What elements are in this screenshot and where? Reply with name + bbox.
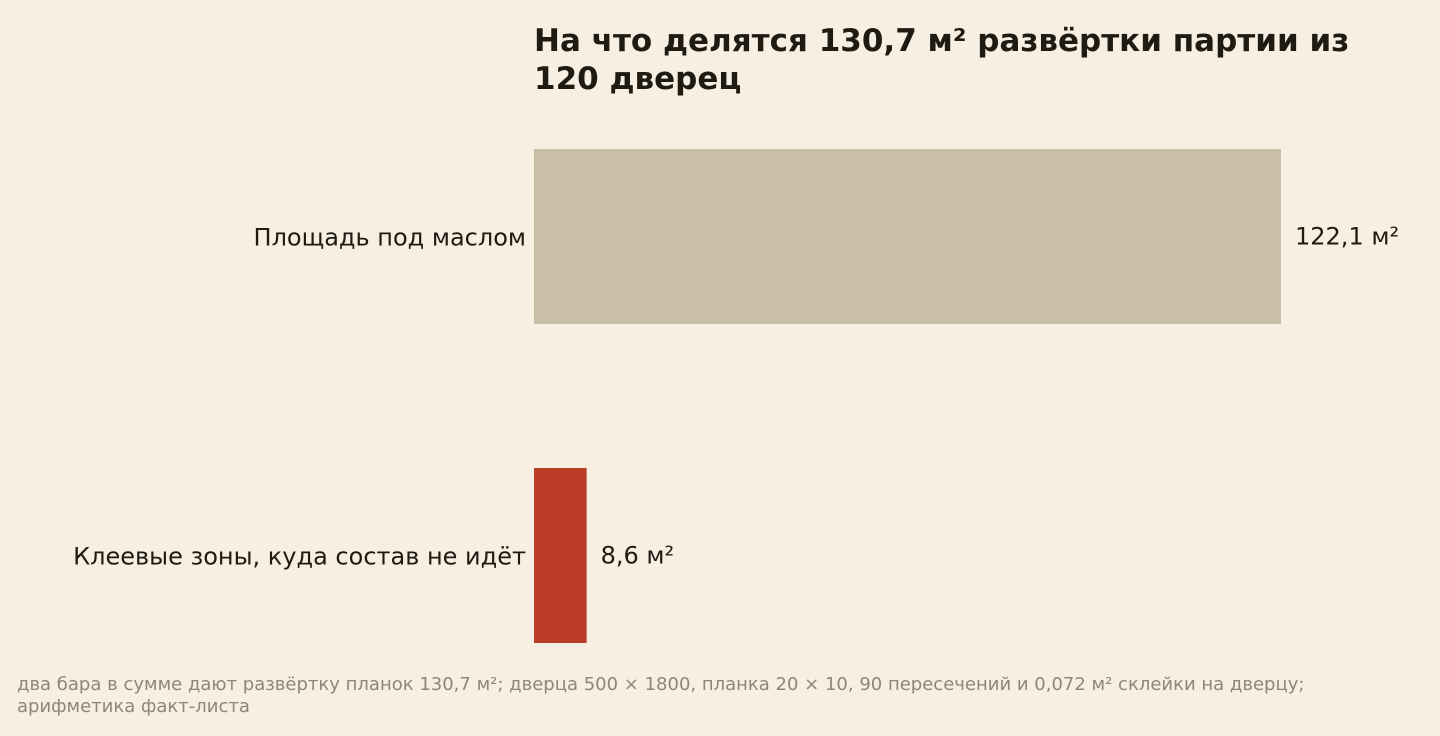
chart-title-line-1: На что делятся 130,7 м² развёртки партии…: [534, 23, 1349, 59]
bar-1: [534, 149, 1281, 324]
category-label-2: Клеевые зоны, куда состав не идёт: [73, 543, 526, 571]
value-label-2: 8,6 м²: [601, 542, 675, 570]
bars-group: Площадь под маслом 122,1 м² Клеевые зоны, …: [73, 149, 1399, 643]
bar-2: [534, 468, 587, 643]
chart-title-line-2: 120 дверец: [534, 61, 741, 97]
category-label-1: Площадь под маслом: [254, 224, 526, 252]
value-label-1: 122,1 м²: [1295, 223, 1399, 251]
chart-footnote: два бара в сумме дают развёртку планок 1…: [17, 674, 1305, 717]
